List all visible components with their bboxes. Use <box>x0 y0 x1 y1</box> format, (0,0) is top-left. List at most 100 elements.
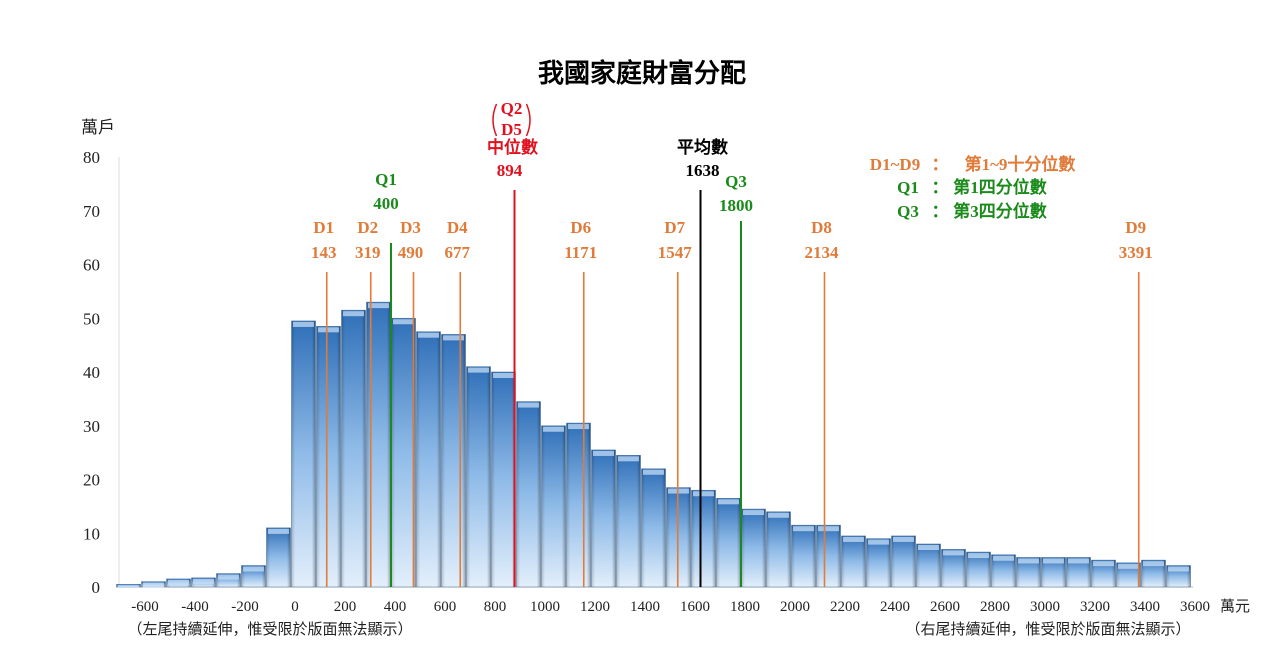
x-tick-label: 800 <box>484 599 507 615</box>
bar-shade <box>341 310 366 587</box>
histogram-bar <box>116 584 141 588</box>
bar-highlight <box>968 553 989 559</box>
bar-highlight <box>718 499 739 505</box>
marker-label-q2: Q2 <box>501 99 523 118</box>
histogram-bar <box>816 524 841 588</box>
y-axis: 0 10 20 30 40 50 60 70 80 <box>83 148 120 597</box>
bar-shade <box>291 320 316 587</box>
histogram-bar <box>616 455 641 588</box>
histogram-bars <box>116 301 1191 588</box>
histogram-bar <box>841 535 866 588</box>
histogram-bar <box>491 371 516 588</box>
bar-highlight <box>693 491 714 497</box>
statistic-markers: D1143D2319D3490D4677D61171D71547D82134D9… <box>311 99 1153 587</box>
x-tick-label: 2200 <box>830 599 860 615</box>
histogram-bar <box>966 551 991 588</box>
bar-highlight <box>243 566 264 572</box>
bar-shade <box>791 525 816 587</box>
bar-highlight <box>543 426 564 432</box>
bar-highlight <box>918 545 939 550</box>
legend-item: D1~D9 ： 第1~9十分位數 <box>870 154 1076 174</box>
marker-decile: D7 1547 <box>658 218 693 587</box>
bar-shade <box>416 331 441 587</box>
x-tick-label: 3600 <box>1180 599 1210 615</box>
bar-highlight <box>1093 561 1114 567</box>
x-tick-label: 200 <box>334 599 357 615</box>
histogram-bar <box>216 573 241 588</box>
x-tick-label: 0 <box>291 599 299 615</box>
marker-label: Q3 <box>725 172 747 191</box>
marker-value: 677 <box>445 243 471 262</box>
marker-value: 3391 <box>1119 243 1153 262</box>
legend-separator: ： <box>932 155 949 174</box>
bar-highlight <box>993 555 1014 561</box>
histogram-bar <box>991 554 1016 588</box>
legend-key: Q3 <box>897 202 919 221</box>
bar-highlight <box>893 536 914 542</box>
y-tick-label: 0 <box>92 578 101 597</box>
marker-label: D3 <box>400 218 421 237</box>
bar-highlight <box>568 424 589 430</box>
y-tick-label: 70 <box>83 202 100 221</box>
bar-highlight <box>1118 563 1139 569</box>
right-paren <box>525 103 531 137</box>
bar-shade <box>866 538 891 587</box>
histogram-bar <box>241 565 266 588</box>
bar-shade <box>691 490 716 587</box>
bar-shade <box>716 498 741 587</box>
marker-value: 1547 <box>658 243 693 262</box>
bar-highlight <box>318 327 339 333</box>
marker-label: D4 <box>447 218 468 237</box>
bar-shade <box>266 527 291 587</box>
histogram-bar <box>191 577 216 588</box>
x-tick-label: 2600 <box>930 599 960 615</box>
bar-shade <box>591 449 616 587</box>
y-tick-label: 10 <box>83 524 100 543</box>
histogram-bar <box>341 309 366 588</box>
bar-shade <box>941 549 966 587</box>
marker-decile: D9 3391 <box>1119 218 1153 587</box>
bar-highlight <box>1168 566 1189 572</box>
y-tick-label: 80 <box>83 148 100 167</box>
x-tick-label: 3200 <box>1080 599 1110 615</box>
bar-highlight <box>168 579 189 585</box>
bar-highlight <box>343 311 364 317</box>
bar-shade <box>391 318 416 587</box>
marker-label: D9 <box>1125 218 1146 237</box>
y-tick-label: 50 <box>83 309 100 328</box>
bar-highlight <box>943 550 964 556</box>
bar-highlight <box>593 450 614 456</box>
bar-shade <box>566 423 591 587</box>
bar-highlight <box>843 536 864 542</box>
marker-label: 中位數 <box>487 137 538 157</box>
bar-highlight <box>868 539 889 545</box>
marker-value: 1171 <box>564 243 597 262</box>
y-tick-label: 30 <box>83 417 100 436</box>
marker-value: 894 <box>497 161 523 180</box>
bar-highlight <box>1143 561 1164 567</box>
histogram-bar <box>691 489 716 588</box>
chart-title: 我國家庭財富分配 <box>538 58 746 88</box>
marker-label: D1 <box>313 218 334 237</box>
legend-key: D1~D9 <box>870 155 920 174</box>
legend-separator: ： <box>932 178 949 197</box>
histogram-bar <box>1041 557 1066 588</box>
x-tick-label: 1800 <box>730 599 760 615</box>
bar-shade <box>841 535 866 587</box>
bar-shade <box>441 334 466 587</box>
bar-highlight <box>293 321 314 327</box>
bar-highlight <box>1043 558 1064 564</box>
x-tick-label: 600 <box>434 599 457 615</box>
bar-shade <box>891 535 916 587</box>
marker-value: 1638 <box>686 161 720 180</box>
histogram-bar <box>791 524 816 588</box>
bar-highlight <box>818 526 839 532</box>
bar-highlight <box>268 528 289 534</box>
bar-shade <box>816 525 841 587</box>
histogram-bar <box>541 425 566 588</box>
